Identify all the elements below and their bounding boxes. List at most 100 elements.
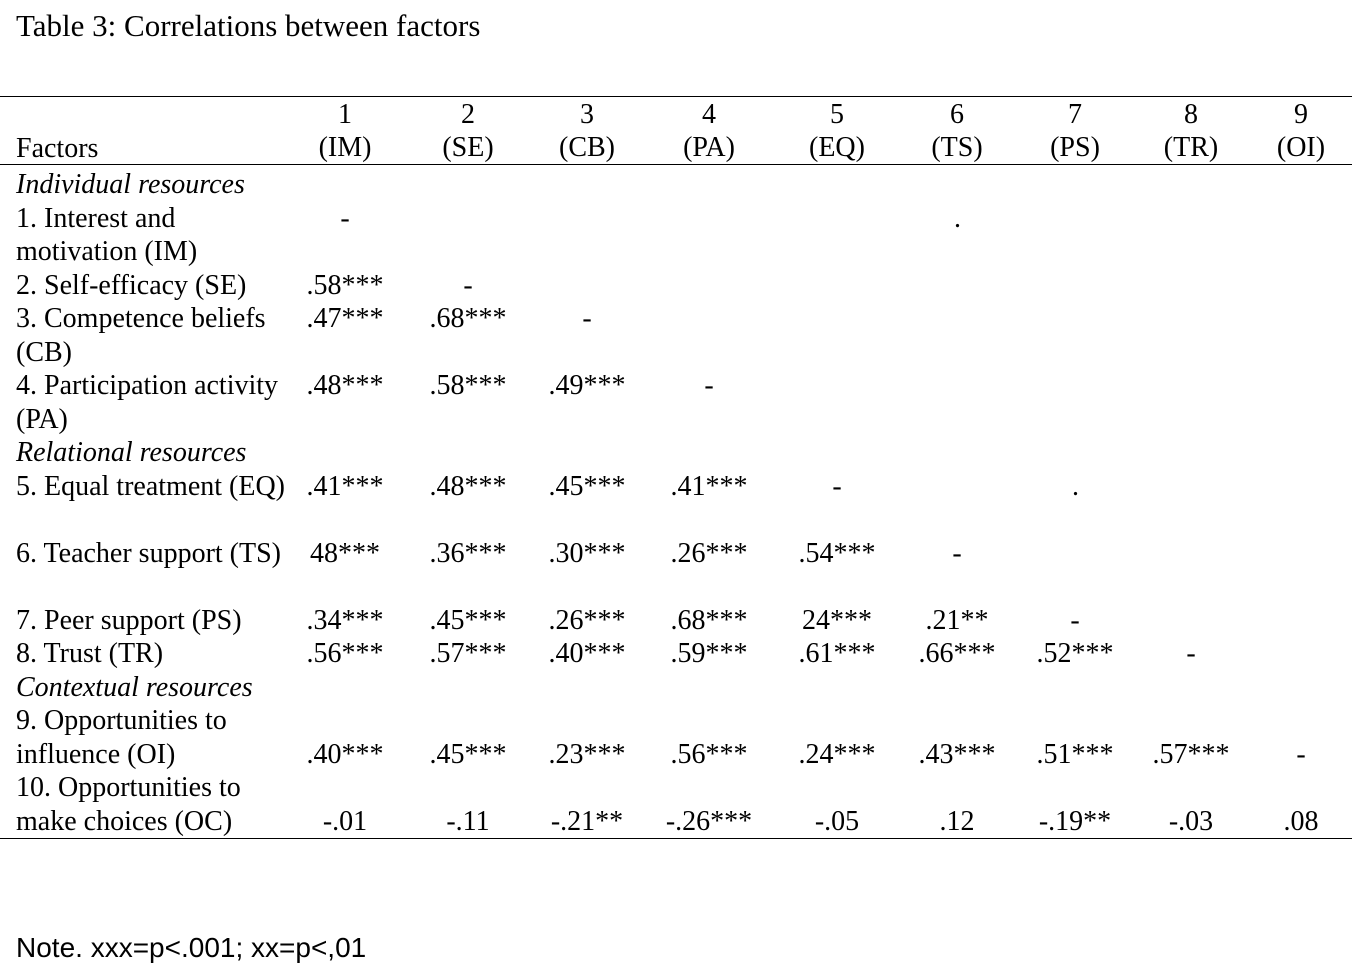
correlation-cell: .23*** [548,738,626,770]
column-number: 4 [702,99,716,130]
column-header-7: 7 (PS) [1020,98,1130,164]
correlation-cell: .08 [1283,805,1319,837]
correlation-cell: .47*** [306,303,384,334]
column-abbreviation: (PA) [683,132,735,163]
row-label: 10. Opportunities to make choices (OC) [16,772,241,837]
correlation-cell: .26*** [670,537,748,569]
column-header-2: 2 (SE) [413,98,523,164]
correlation-cell: - [952,537,962,569]
correlation-cell: .48*** [429,470,507,502]
column-number: 6 [950,99,964,130]
correlation-cell: - [1296,738,1306,770]
column-abbreviation: (OI) [1276,132,1326,163]
correlation-cell: -.11 [446,805,490,837]
correlation-cell: 48*** [310,537,380,569]
column-number: 9 [1294,99,1308,130]
correlation-cell: .49*** [548,370,626,401]
correlation-cell: .56*** [306,638,384,669]
row-label: 9. Opportunities to influence (OI) [16,705,227,770]
column-number: 3 [580,99,594,130]
correlation-cell: - [463,269,473,301]
column-header-3: 3 (CB) [532,98,642,164]
correlation-cell: .57*** [429,638,507,669]
row-label: 8. Trust (TR) [16,638,164,669]
correlation-cell: - [340,202,350,234]
stray-dot: . [1072,470,1079,502]
column-number: 7 [1068,99,1082,130]
correlation-cell: .54*** [798,537,876,569]
factors-column-header: Factors [16,133,99,164]
correlation-cell: .45*** [429,604,507,636]
column-number: 2 [461,99,475,130]
correlation-cell: .41*** [306,470,384,502]
correlation-cell: - [1070,604,1080,636]
column-header-9: 9 (OI) [1246,98,1356,164]
row-label: 1. Interest and motivation (IM) [16,202,198,268]
row-label: 2. Self-efficacy (SE) [16,269,247,301]
row-label: 4. Participation activity (PA) [16,370,279,435]
column-header-4: 4 (PA) [654,98,764,164]
correlation-cell: .61*** [798,638,876,669]
correlation-cell: -.05 [814,805,860,837]
section-heading: Contextual resources [16,671,253,703]
correlation-cell: .59*** [670,638,748,669]
table-bottom-rule [0,838,1352,839]
row-label: 6. Teacher support (TS) [16,537,282,569]
correlation-cell: -.19** [1038,805,1112,837]
correlation-cell: .51*** [1036,738,1114,770]
correlation-cell: .41*** [670,470,748,502]
correlation-cell: .43*** [918,738,996,770]
column-abbreviation: (TR) [1163,132,1219,163]
column-header-5: 5 (EQ) [782,98,892,164]
column-header-8: 8 (TR) [1136,98,1246,164]
table-title: Table 3: Correlations between factors [16,8,481,43]
column-abbreviation: (EQ) [809,132,865,163]
correlation-cell: - [832,470,842,502]
table-top-rule [0,96,1352,97]
correlation-cell: .26*** [548,604,626,636]
correlation-cell: - [582,303,592,334]
correlation-cell: - [704,370,714,401]
correlation-cell: 24*** [802,604,872,636]
column-header-6: 6 (TS) [902,98,1012,164]
correlation-cell: .24*** [798,738,876,770]
correlation-cell: .30*** [548,537,626,569]
correlation-cell: -.21** [550,805,624,837]
column-abbreviation: (IM) [318,132,372,163]
column-abbreviation: (SE) [442,132,494,163]
column-abbreviation: (PS) [1050,132,1100,163]
correlation-cell: .45*** [548,470,626,502]
stray-dot: . [954,202,961,234]
column-number: 5 [830,99,844,130]
correlation-cell: -.03 [1168,805,1214,837]
column-abbreviation: (TS) [931,132,983,163]
correlation-cell: .66*** [918,638,996,669]
correlation-cell: .58*** [306,269,384,301]
correlation-cell: .58*** [429,370,507,401]
correlation-cell: .21** [925,604,989,636]
correlation-cell: -.26*** [665,805,753,837]
column-number: 8 [1184,99,1198,130]
correlation-cell: .68*** [429,303,507,334]
correlation-cell: - [1186,638,1196,669]
section-heading: Relational resources [16,437,247,468]
correlation-cell: .56*** [670,738,748,770]
correlation-cell: .12 [939,805,975,837]
correlation-cell: .40*** [548,638,626,669]
column-number: 1 [338,99,352,130]
column-header-1: 1 (IM) [290,98,400,164]
correlation-cell: .48*** [306,370,384,401]
row-label: 3. Competence beliefs (CB) [16,303,266,368]
correlation-cell: .52*** [1036,638,1114,669]
section-heading: Individual resources [16,169,245,200]
row-label: 5. Equal treatment (EQ) [16,470,286,502]
row-label: 7. Peer support (PS) [16,604,242,636]
correlation-cell: .36*** [429,537,507,569]
table-note: Note. xxx=p<.001; xx=p<,01 [16,932,367,963]
correlation-cell: -.01 [322,805,368,837]
correlation-cell: .45*** [429,738,507,770]
correlation-cell: .34*** [306,604,384,636]
column-abbreviation: (CB) [559,132,615,163]
correlation-cell: .68*** [670,604,748,636]
table-header-rule [0,164,1352,165]
